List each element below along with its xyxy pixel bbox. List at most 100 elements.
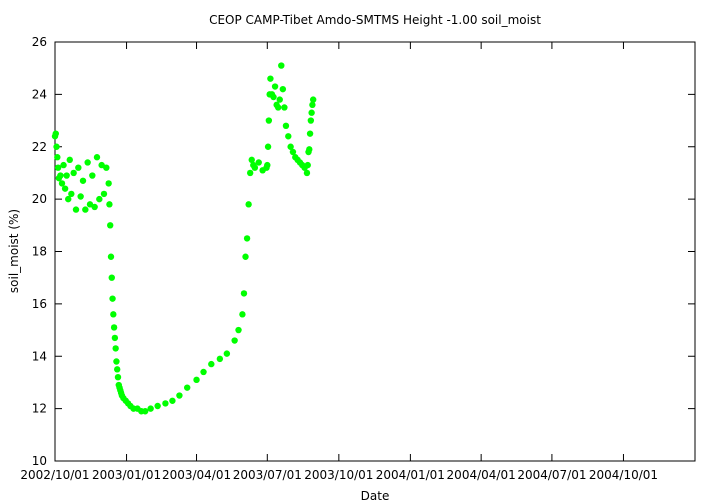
data-point xyxy=(271,83,279,90)
data-point xyxy=(66,156,73,164)
data-point xyxy=(242,253,249,260)
data-point xyxy=(303,169,311,177)
data-point xyxy=(93,154,101,161)
data-point xyxy=(251,164,259,171)
data-point xyxy=(267,75,274,82)
data-point xyxy=(264,161,271,169)
data-point xyxy=(110,311,117,318)
data-point xyxy=(100,190,108,198)
plot-area xyxy=(54,41,696,462)
data-point xyxy=(240,290,248,297)
data-point xyxy=(200,368,207,376)
data-point xyxy=(255,159,262,166)
data-point xyxy=(245,201,252,208)
data-point xyxy=(216,355,224,363)
data-point xyxy=(96,195,103,203)
data-point xyxy=(289,148,297,156)
data-point xyxy=(82,206,89,213)
data-point xyxy=(109,295,116,302)
data-point xyxy=(304,161,311,169)
data-point xyxy=(193,376,200,384)
x-tick-label: 2002/10/01 xyxy=(20,468,89,482)
data-point xyxy=(307,117,315,124)
x-tick-label: 2004/07/01 xyxy=(517,468,586,482)
x-tick-label: 2004/10/01 xyxy=(589,468,658,482)
data-point xyxy=(103,164,110,171)
data-point xyxy=(154,402,161,410)
y-tick-label: 16 xyxy=(32,297,47,311)
data-point xyxy=(61,185,69,192)
data-points xyxy=(51,62,317,415)
data-point xyxy=(57,172,64,179)
data-point xyxy=(65,195,72,203)
data-point xyxy=(75,164,82,171)
data-point xyxy=(306,146,313,153)
x-axis-label: Date xyxy=(361,489,390,503)
data-point xyxy=(114,366,121,373)
data-point xyxy=(239,311,246,318)
data-point xyxy=(107,253,115,260)
x-tick-label: 2003/07/01 xyxy=(233,468,302,482)
data-point xyxy=(54,164,62,171)
data-point xyxy=(169,397,176,404)
data-point xyxy=(107,222,114,229)
data-point xyxy=(248,156,255,164)
y-tick-label: 12 xyxy=(32,402,47,416)
data-point xyxy=(306,130,314,137)
data-point xyxy=(70,169,77,177)
data-point xyxy=(68,190,75,198)
y-tick-label: 14 xyxy=(32,349,47,363)
y-tick-label: 20 xyxy=(32,192,47,206)
data-point xyxy=(265,117,273,124)
data-point xyxy=(281,104,288,111)
data-point xyxy=(278,62,285,69)
data-point xyxy=(308,109,315,116)
data-point xyxy=(79,177,87,184)
data-point xyxy=(84,159,91,166)
data-point xyxy=(270,93,277,101)
data-point xyxy=(246,169,254,177)
data-point xyxy=(309,96,317,103)
data-point xyxy=(53,143,60,150)
data-point xyxy=(287,143,294,150)
data-point xyxy=(114,374,122,381)
data-point xyxy=(54,154,61,161)
data-point xyxy=(309,101,316,109)
y-tick-label: 24 xyxy=(32,87,47,101)
data-point xyxy=(208,360,215,368)
data-point xyxy=(52,130,59,137)
data-point xyxy=(106,201,113,208)
data-point xyxy=(231,337,238,344)
y-tick-label: 26 xyxy=(32,35,47,49)
data-point xyxy=(60,161,67,169)
data-point xyxy=(112,345,119,352)
x-tick-label: 2004/04/01 xyxy=(447,468,516,482)
x-tick-label: 2003/10/01 xyxy=(304,468,373,482)
data-point xyxy=(110,324,118,331)
data-point xyxy=(89,172,96,179)
data-point xyxy=(108,274,115,281)
chart-title: CEOP CAMP-Tibet Amdo-SMTMS Height -1.00 … xyxy=(209,13,541,27)
data-point xyxy=(282,122,290,129)
x-tick-label: 2003/04/01 xyxy=(162,468,231,482)
data-point xyxy=(235,326,242,334)
y-axis-label: soil_moist (%) xyxy=(7,209,21,293)
data-point xyxy=(98,161,105,169)
x-tick-label: 2004/01/01 xyxy=(376,468,445,482)
data-point xyxy=(77,193,84,200)
data-point xyxy=(264,143,272,150)
data-point xyxy=(184,384,191,391)
data-point xyxy=(147,405,154,412)
data-point xyxy=(162,400,169,407)
x-tick-label: 2003/01/01 xyxy=(92,468,161,482)
data-point xyxy=(91,203,98,211)
data-point xyxy=(111,334,119,342)
y-tick-label: 18 xyxy=(32,245,47,259)
data-point xyxy=(58,180,66,187)
y-tick-label: 10 xyxy=(32,454,47,468)
data-point xyxy=(86,201,94,208)
data-point xyxy=(105,180,112,187)
data-point xyxy=(276,96,283,103)
